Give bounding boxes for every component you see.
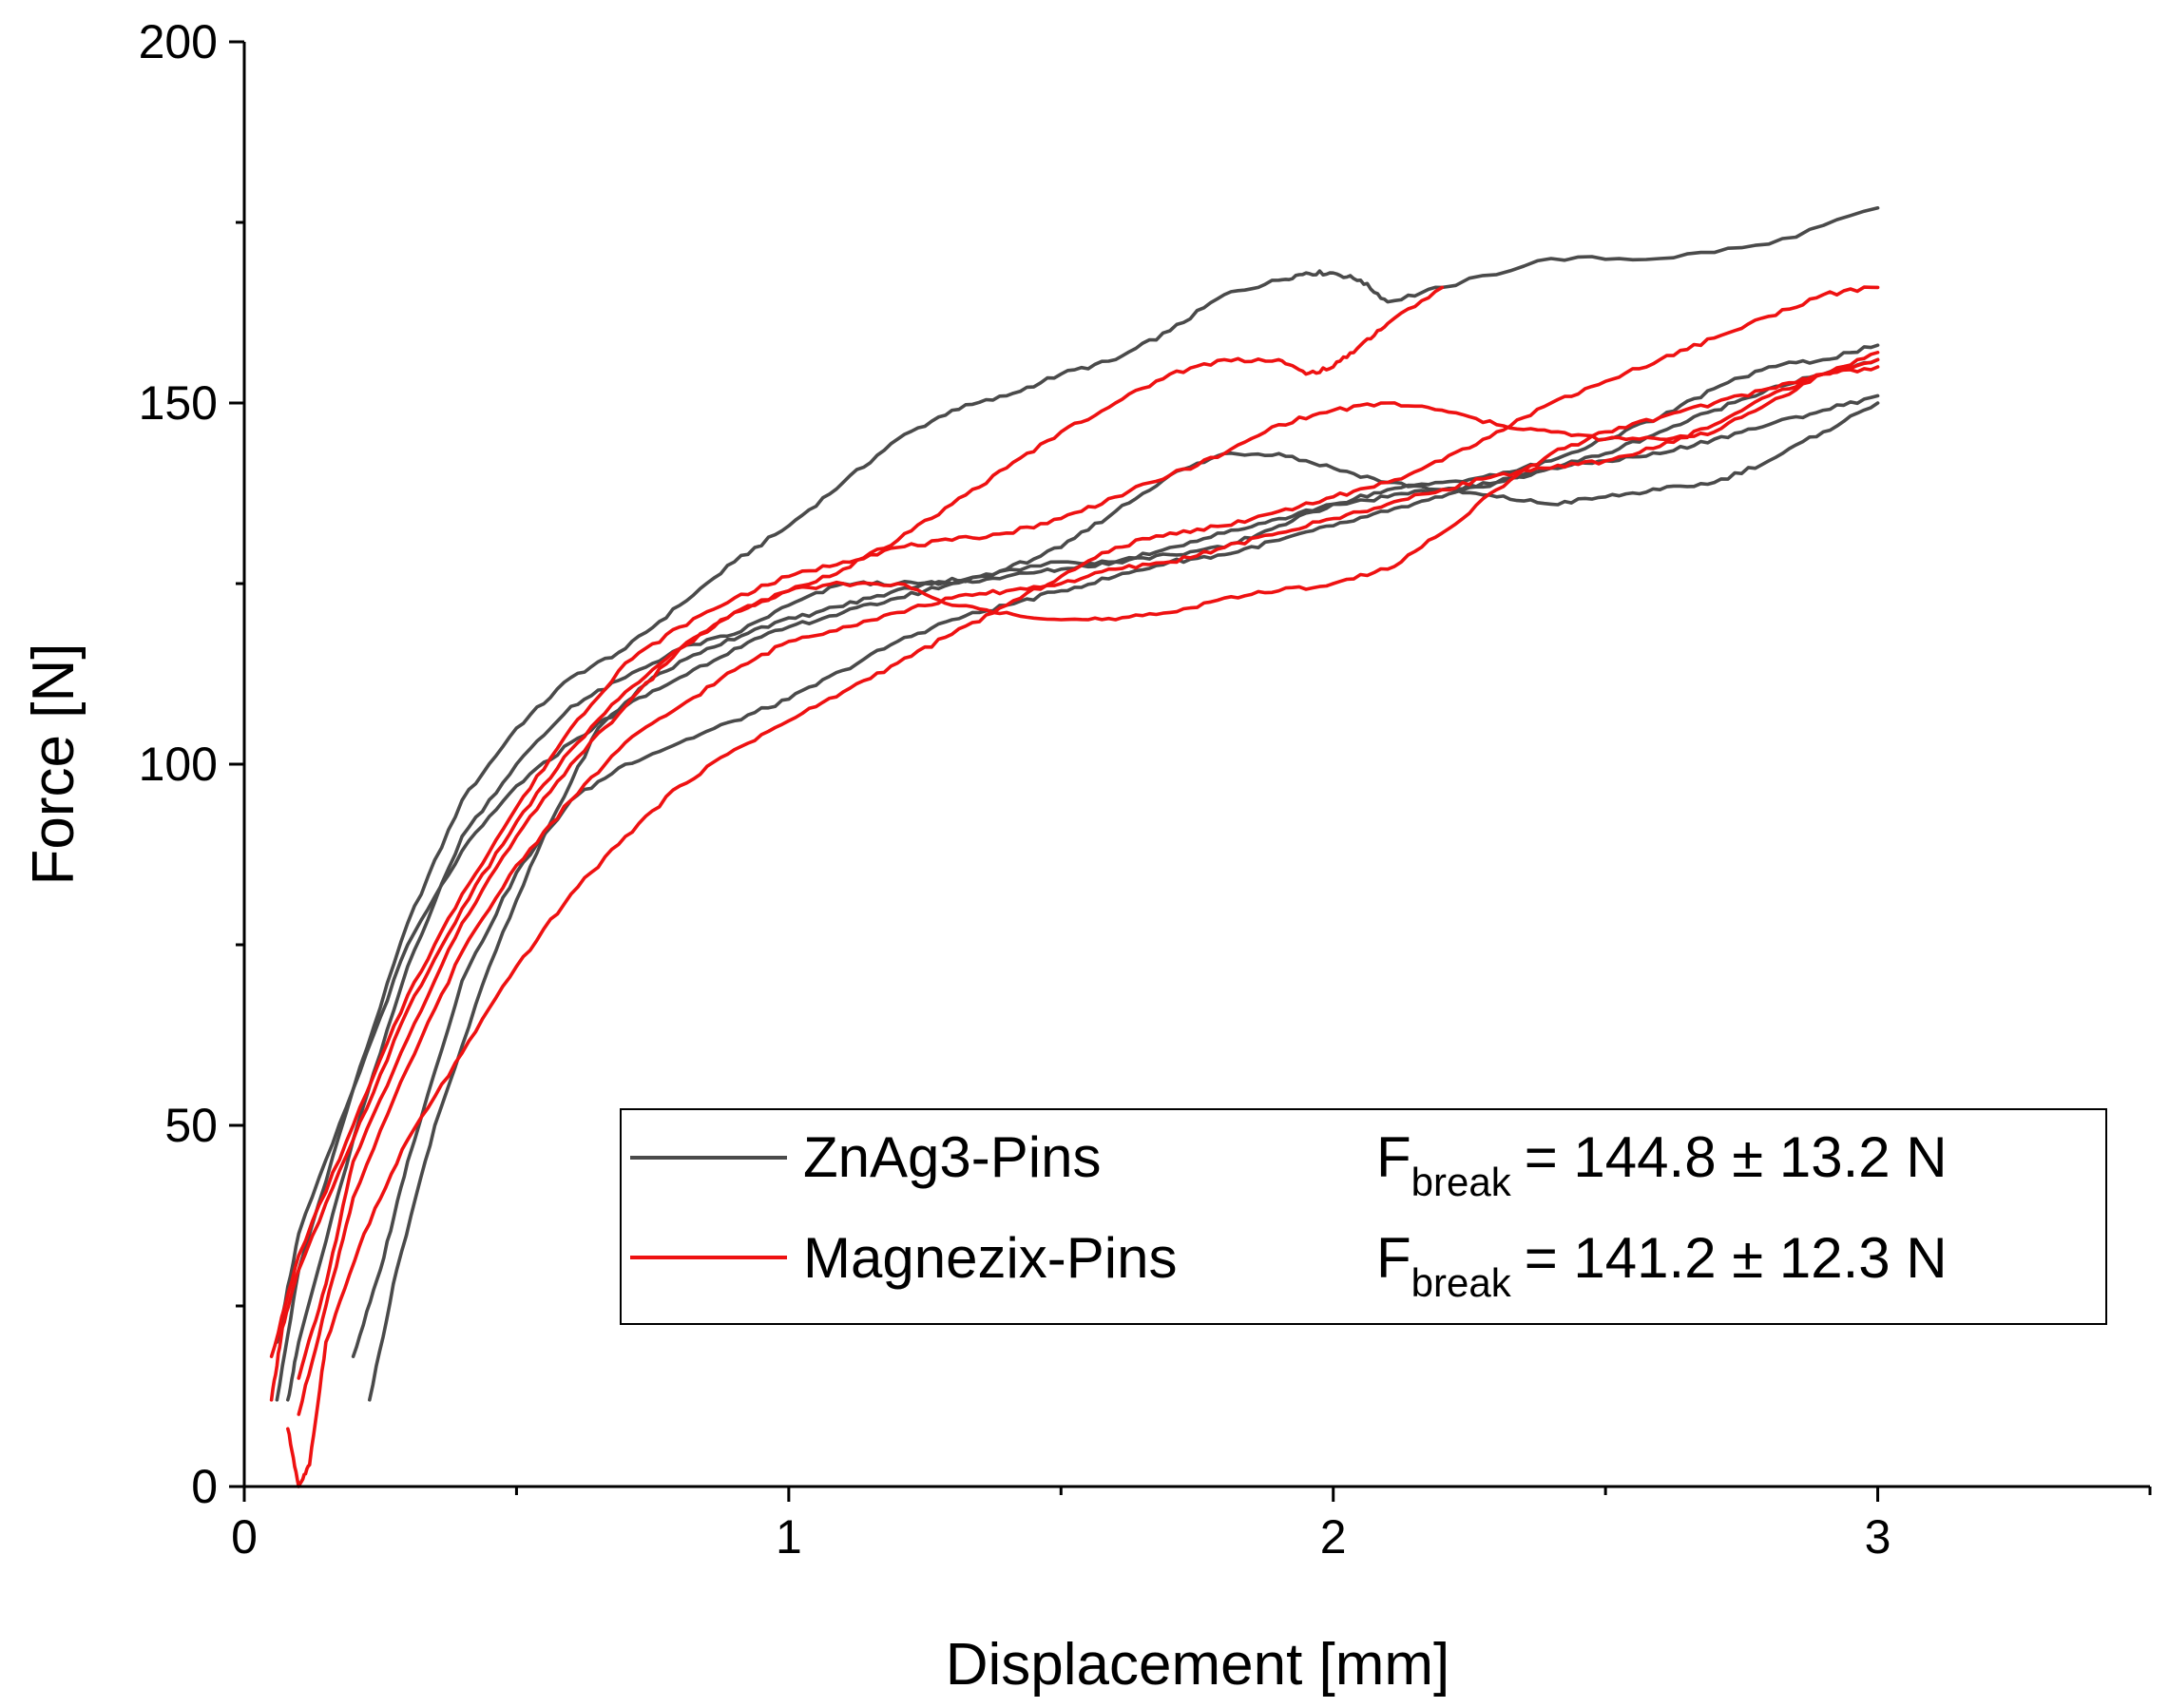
tick-layer: 0 1 2 3 0 50 100 150 200 [139, 15, 2152, 1564]
series-layer [269, 206, 1880, 1488]
legend: ZnAg3-Pins Fbreak = 144.8 ± 13.2 N Magnez… [620, 1108, 2107, 1325]
x-tick-label: 1 [776, 1510, 802, 1564]
series-line-magnezix-pins-trial-2 [269, 351, 1880, 1358]
series-line-znag3-pins-trial-1 [275, 206, 1880, 1402]
legend-stat-magnezix: Fbreak = 141.2 ± 12.3 N [1376, 1226, 1948, 1305]
x-axis-title: Displacement [mm] [946, 1632, 1450, 1698]
y-tick-label: 0 [191, 1460, 218, 1513]
series-line-znag3-pins-trial-2 [286, 401, 1880, 1402]
legend-stat-znag3: Fbreak = 144.8 ± 13.2 N [1376, 1125, 1948, 1204]
series-line-magnezix-pins-trial-5 [297, 365, 1880, 1380]
legend-stat-symbol: F [1376, 1125, 1411, 1189]
legend-stat-subscript: break [1411, 1160, 1512, 1204]
series-line-znag3-pins-trial-5 [275, 357, 1880, 1344]
series-line-magnezix-pins-trial-1 [269, 285, 1445, 1402]
y-tick-label: 50 [164, 1099, 218, 1152]
x-tick-label: 0 [231, 1510, 258, 1564]
legend-label-znag3: ZnAg3-Pins [803, 1125, 1101, 1189]
legend-box [620, 1108, 2107, 1325]
y-tick-label: 200 [139, 15, 218, 68]
y-tick-label: 100 [139, 738, 218, 791]
x-tick-label: 2 [1320, 1510, 1347, 1564]
series-line-magnezix-pins-trial-3 [297, 357, 1880, 1416]
legend-stat-value: = 141.2 ± 12.3 N [1525, 1226, 1948, 1290]
legend-stat-symbol: F [1376, 1226, 1411, 1290]
x-tick-label: 3 [1865, 1510, 1891, 1564]
legend-stat-value: = 144.8 ± 13.2 N [1525, 1125, 1948, 1189]
series-line-magnezix-pins-trial-4 [286, 285, 1880, 1488]
legend-stat-subscript: break [1411, 1260, 1512, 1305]
y-tick-label: 150 [139, 376, 218, 430]
y-axis-title: Force [N] [21, 643, 86, 886]
legend-label-magnezix: Magnezix-Pins [803, 1226, 1178, 1290]
